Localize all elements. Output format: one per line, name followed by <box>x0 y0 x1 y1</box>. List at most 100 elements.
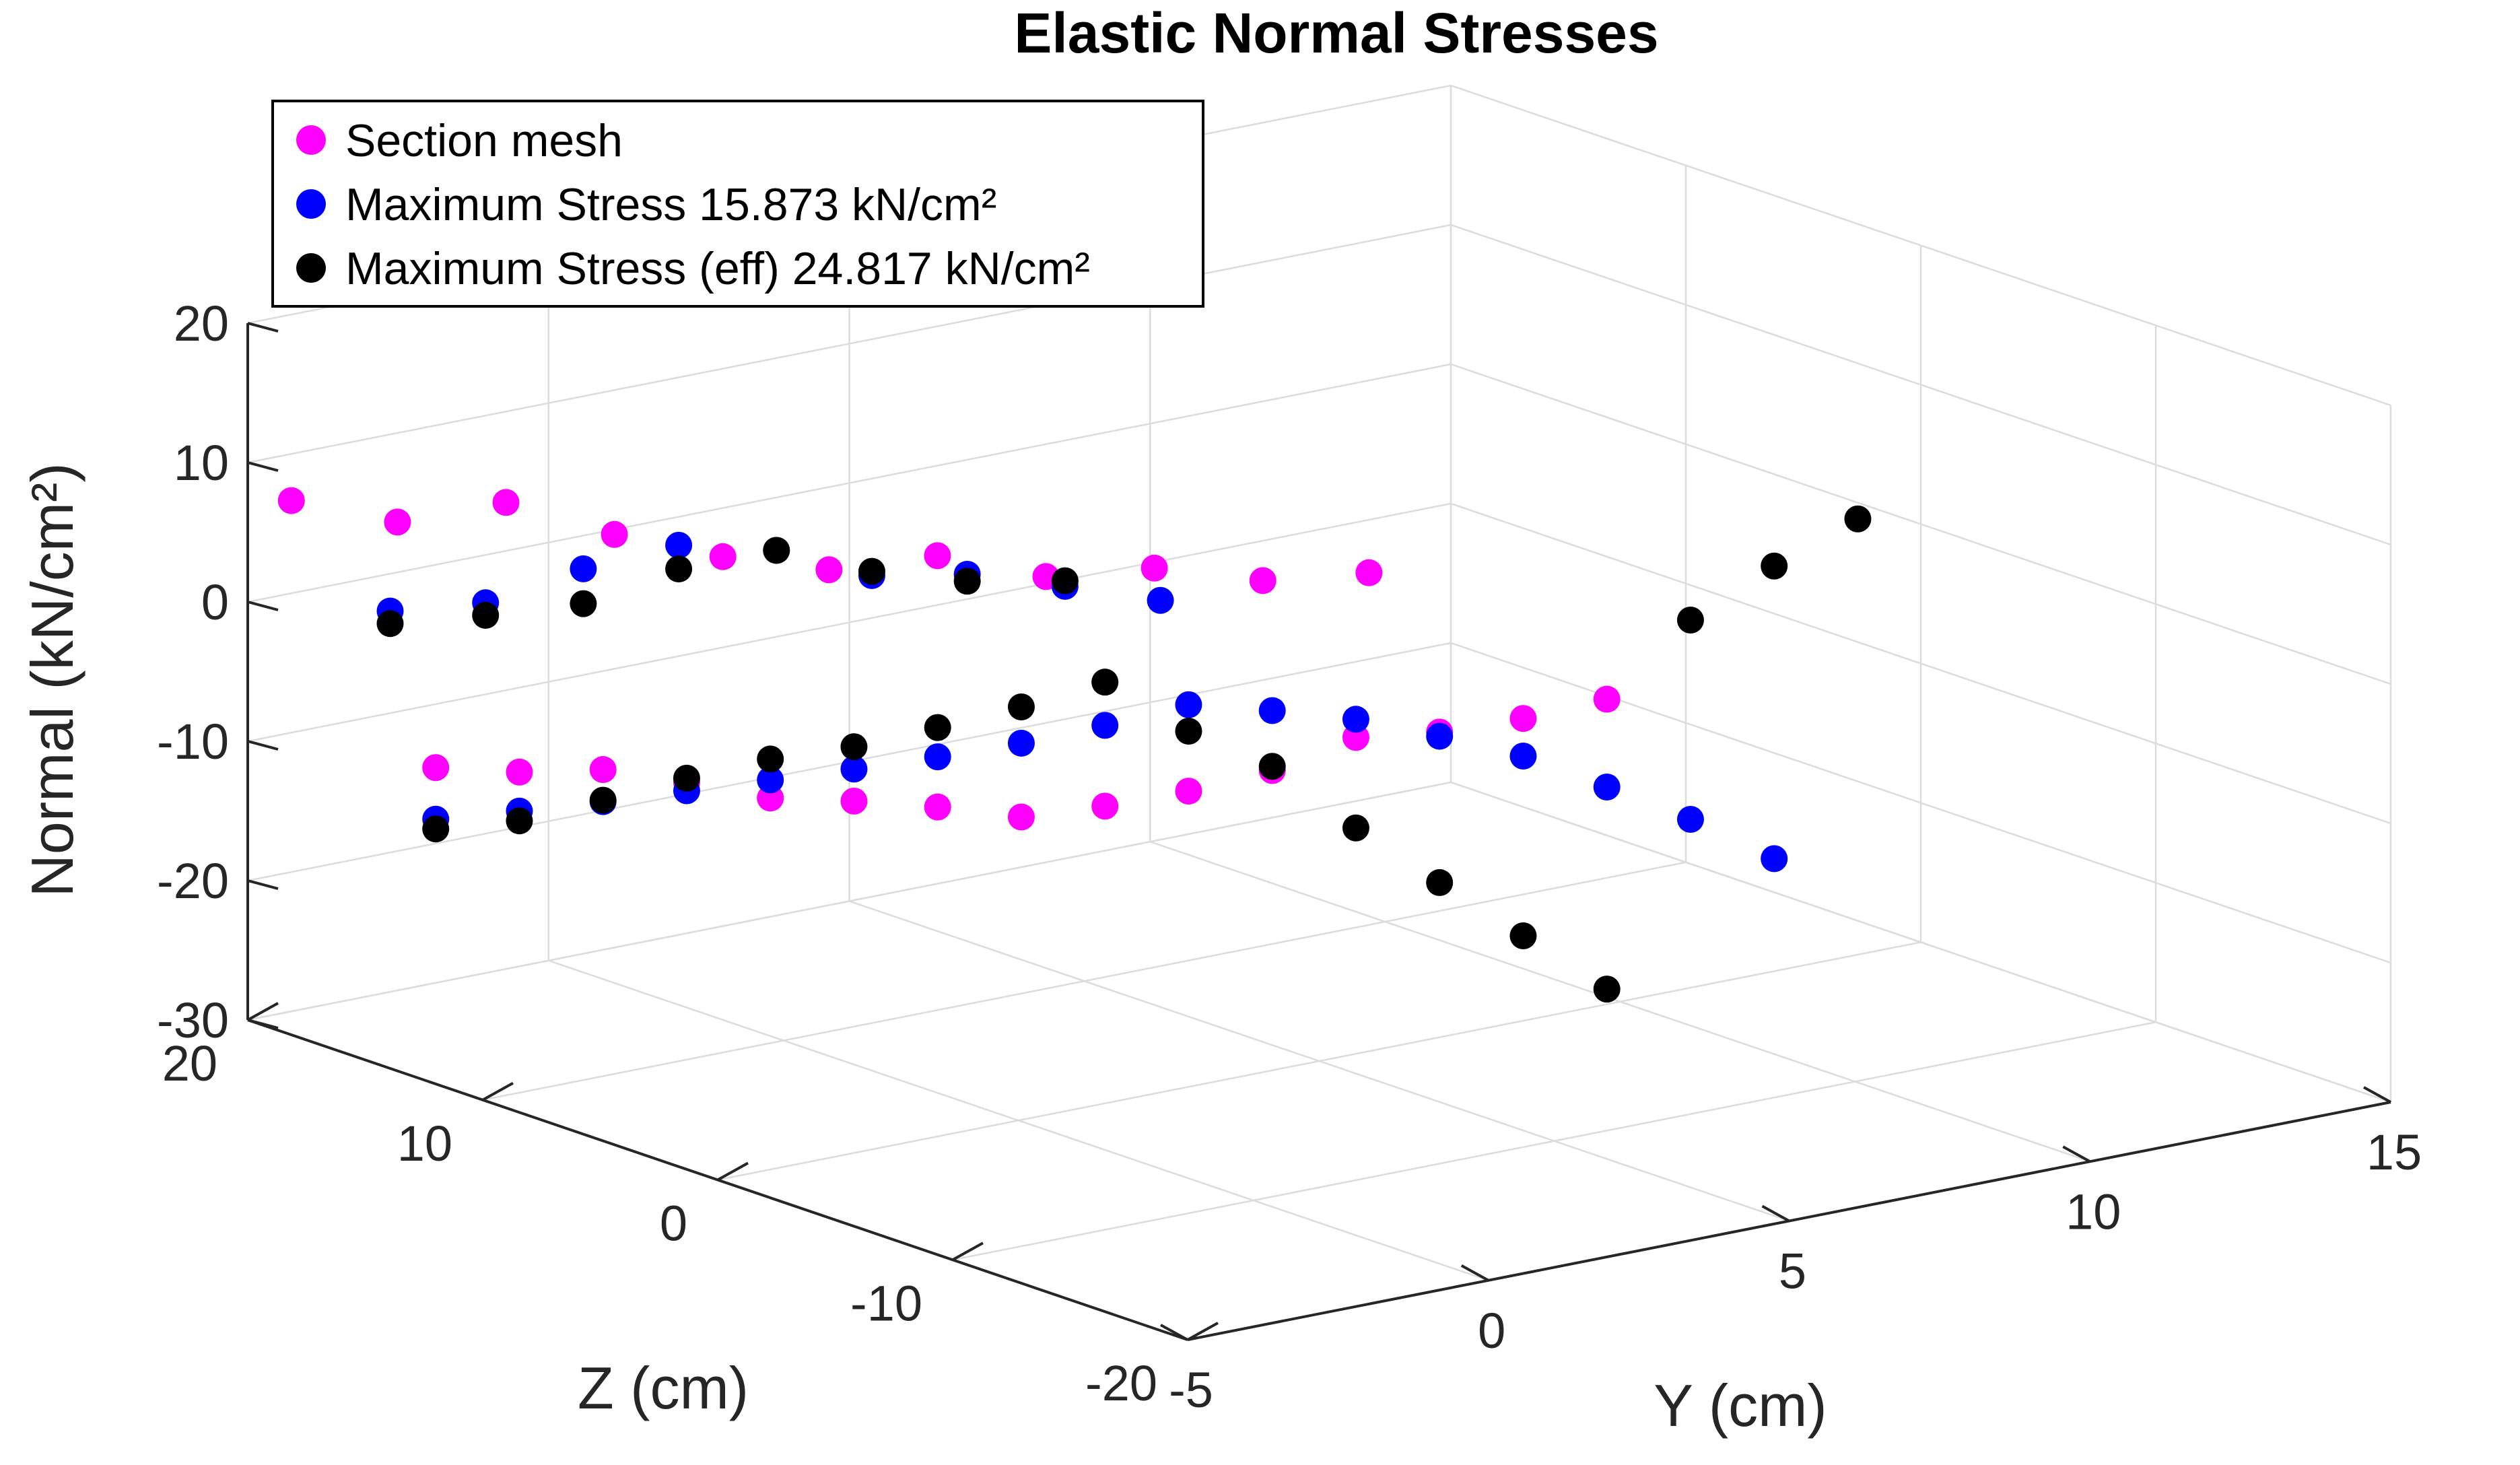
y-tick-mark <box>482 1082 514 1101</box>
x-tick-label: 10 <box>2066 1184 2121 1239</box>
data-point <box>1258 697 1286 724</box>
back-wall-grid-z <box>247 363 1452 603</box>
y-tick-label: 20 <box>162 1035 217 1091</box>
data-point <box>570 590 597 617</box>
floor-grid-y <box>952 1021 2156 1261</box>
data-points <box>277 487 1872 1003</box>
y-tick-mark <box>952 1241 984 1261</box>
z-tick-label: 20 <box>174 296 229 351</box>
back-wall-grid-z <box>247 502 1452 743</box>
data-point <box>953 568 981 595</box>
data-point <box>840 733 868 761</box>
y-tick-mark <box>247 1002 279 1021</box>
data-point <box>589 756 617 784</box>
z-tick-mark <box>247 461 279 472</box>
data-point <box>422 754 450 782</box>
legend-label-maximum-stress: Maximum Stress 15.873 kN/cm² <box>345 179 996 230</box>
data-point <box>492 489 520 516</box>
z-tick-mark <box>247 879 279 890</box>
x-tick-label: 0 <box>1478 1303 1505 1359</box>
data-point <box>1051 567 1079 594</box>
data-point <box>1258 753 1286 780</box>
data-point <box>1007 729 1035 757</box>
data-point <box>924 793 951 821</box>
y-axis-label: Z (cm) <box>578 1355 749 1421</box>
z-tick-mark <box>247 601 279 611</box>
data-point <box>384 508 411 536</box>
z-tick-mark <box>247 740 279 751</box>
data-point <box>924 714 951 741</box>
y-tick-label: -20 <box>1085 1355 1157 1411</box>
side-wall-grid-z <box>1450 84 2391 407</box>
data-point <box>858 557 885 585</box>
data-point <box>840 755 868 783</box>
data-point <box>1593 976 1621 1003</box>
data-point <box>1249 567 1276 594</box>
x-tick-mark <box>2062 1145 2091 1163</box>
data-point <box>924 743 951 771</box>
data-point <box>673 764 700 792</box>
z-tick-mark <box>247 1019 279 1029</box>
data-point <box>763 537 790 564</box>
data-point <box>589 786 617 814</box>
z-axis-label: Normal (kN/cm²) <box>19 463 86 897</box>
x-tick-label: 5 <box>1779 1243 1806 1299</box>
data-point <box>1676 607 1704 634</box>
data-point <box>277 487 305 514</box>
side-wall-grid-z <box>1450 502 2391 825</box>
data-point <box>924 542 951 570</box>
back-wall-grid-z <box>247 781 1452 1021</box>
data-point <box>1175 718 1202 745</box>
data-point <box>1593 773 1621 800</box>
data-point <box>1509 705 1537 732</box>
z-tick-label: -20 <box>157 853 229 909</box>
x-tick-label: -5 <box>1169 1362 1213 1418</box>
data-point <box>1761 552 1788 580</box>
legend-label-maximum-stress-eff: Maximum Stress (eff) 24.817 kN/cm² <box>345 243 1090 294</box>
y-tick-mark <box>717 1161 749 1182</box>
legend: Section mesh Maximum Stress 15.873 kN/cm… <box>271 100 1204 308</box>
x-tick-mark <box>1761 1204 1790 1223</box>
data-point <box>570 555 597 582</box>
data-point <box>1676 806 1704 833</box>
x-tick-mark <box>1460 1264 1489 1282</box>
y-tick-label: 10 <box>397 1116 452 1171</box>
data-point <box>506 807 533 835</box>
data-point <box>665 531 693 559</box>
floor-grid-y <box>717 941 1921 1181</box>
data-point <box>1426 868 1454 896</box>
data-point <box>1140 554 1168 582</box>
y-tick-label: -10 <box>850 1275 922 1331</box>
x-axis-label: Y (cm) <box>1654 1372 1827 1439</box>
legend-marker-maximum-stress-eff <box>296 253 326 283</box>
side-wall-grid-z <box>1450 781 2391 1103</box>
legend-box <box>271 100 1204 308</box>
data-point <box>1355 559 1383 586</box>
data-point <box>815 556 843 584</box>
data-point <box>1147 586 1174 614</box>
data-point <box>1342 814 1369 842</box>
back-wall-grid-z <box>247 224 1452 464</box>
legend-marker-section-mesh <box>296 125 326 155</box>
data-point <box>1091 669 1119 696</box>
data-point <box>1509 742 1537 770</box>
x-tick-mark <box>1160 1324 1188 1341</box>
side-wall-grid-z <box>1450 363 2391 685</box>
data-point <box>1175 778 1202 805</box>
data-point <box>1761 845 1788 873</box>
series-2 <box>376 505 1872 1003</box>
legend-marker-maximum-stress <box>296 189 326 219</box>
data-point <box>665 555 693 583</box>
z-tick-mark <box>247 322 279 333</box>
z-tick-label: 0 <box>201 574 229 630</box>
z-tick-label: 10 <box>174 435 229 491</box>
chart-title: Elastic Normal Stresses <box>1014 1 1658 65</box>
data-point <box>1844 505 1872 533</box>
side-wall-grid-z <box>1450 224 2391 546</box>
data-point <box>1509 922 1537 950</box>
data-point <box>709 543 737 570</box>
z-tick-label: -10 <box>157 714 229 770</box>
data-point <box>472 601 500 629</box>
data-point <box>1091 712 1119 739</box>
